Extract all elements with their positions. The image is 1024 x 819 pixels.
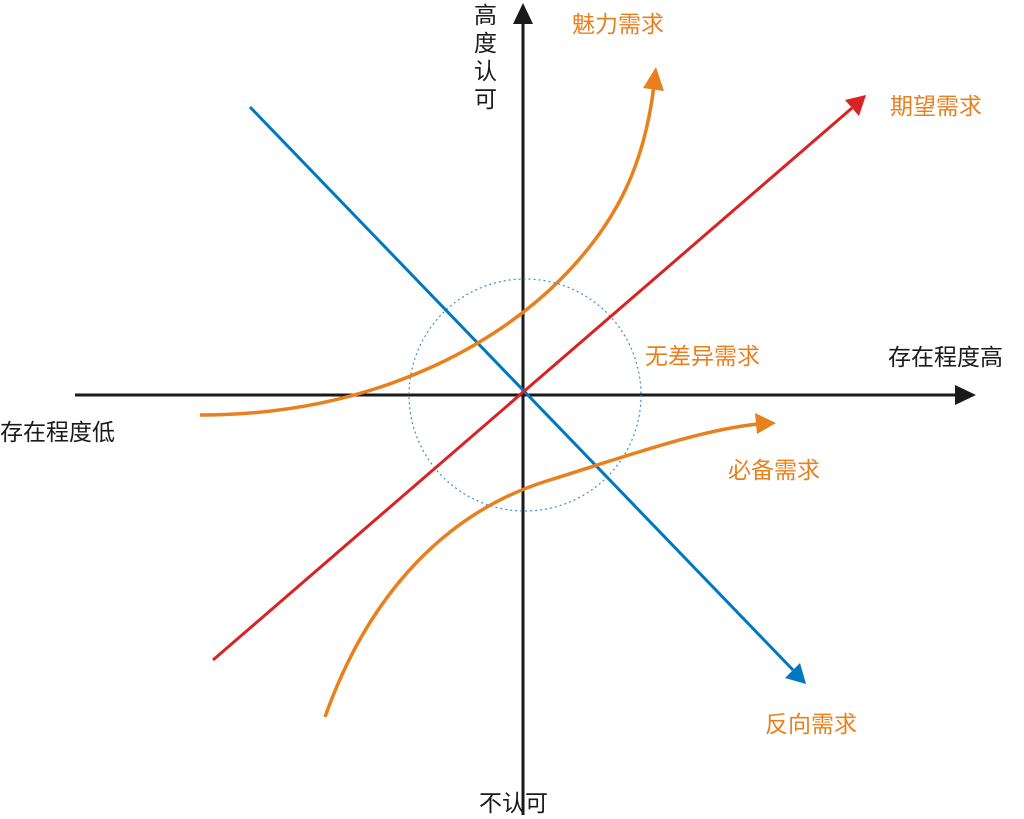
attractive-label: 魅力需求 bbox=[572, 12, 664, 38]
performance-label: 期望需求 bbox=[890, 94, 982, 120]
y-axis-arrow bbox=[513, 3, 533, 24]
y-bottom-label: 不认可 bbox=[479, 791, 548, 817]
attractive-curve bbox=[199, 84, 656, 417]
reverse-line bbox=[248, 105, 795, 672]
x-left-label: 存在程度低 bbox=[0, 420, 115, 446]
y-top-label: 高度认可 bbox=[474, 3, 497, 113]
reverse-arrow bbox=[785, 663, 806, 684]
attractive-arrow bbox=[643, 67, 664, 91]
reverse-label: 反向需求 bbox=[765, 712, 857, 738]
indifferent-circle bbox=[408, 278, 642, 512]
must-be-label: 必备需求 bbox=[728, 458, 820, 484]
indifferent-label: 无差异需求 bbox=[645, 344, 760, 370]
x-right-label: 存在程度高 bbox=[888, 345, 1003, 371]
performance-line bbox=[212, 106, 853, 662]
x-axis-arrow bbox=[955, 385, 976, 405]
performance-arrow bbox=[845, 95, 866, 116]
must-be-curve bbox=[323, 422, 759, 718]
must-be-arrow bbox=[755, 413, 776, 434]
